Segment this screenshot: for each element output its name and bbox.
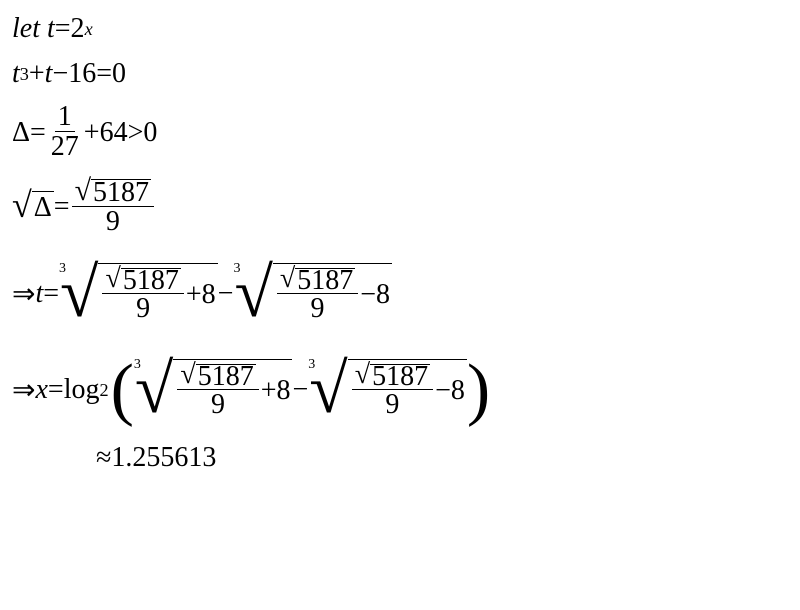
cuberoot-2: 3 √ √5187 9 −8: [308, 359, 467, 422]
approx-value: ≈1.255613: [96, 442, 216, 474]
line-1: let t =2 x: [12, 8, 788, 50]
inner-frac-2: √5187 9: [277, 265, 358, 325]
sqrt-delta-lhs: √ Δ: [12, 191, 54, 224]
plus8: +8: [186, 279, 216, 311]
sqrt-5187: √ 5187: [75, 179, 151, 206]
inner-frac-1: √5187 9: [102, 265, 183, 325]
cuberoot-2: 3 √ √5187 9 −8: [233, 263, 392, 326]
line-2: t 3 + t −16=0: [12, 50, 788, 98]
t: t: [35, 278, 43, 310]
eq: =: [54, 191, 70, 223]
t: t: [12, 58, 20, 90]
den: 9: [103, 207, 123, 238]
arrow: ⇒: [12, 277, 35, 311]
minus8: −8: [360, 279, 390, 311]
plus: +: [29, 58, 45, 90]
lparen: (: [111, 369, 134, 411]
num: √ 5187: [72, 177, 154, 207]
delta: Δ: [34, 192, 52, 224]
minus: −: [292, 374, 308, 406]
t2: t: [45, 58, 53, 90]
num: 1: [55, 103, 75, 132]
rest: +64>0: [84, 117, 158, 149]
frac-1-27: 1 27: [48, 103, 82, 163]
frac-rhs: √ 5187 9: [72, 177, 154, 238]
rest: −16=0: [52, 58, 126, 90]
line-4: √ Δ = √ 5187 9: [12, 168, 788, 246]
eq: =: [43, 278, 59, 310]
root-index: 3: [59, 261, 66, 277]
line-3: Δ= 1 27 +64>0: [12, 98, 788, 168]
x: x: [35, 374, 47, 406]
cuberoot-1: 3 √ √5187 9 +8: [59, 263, 218, 326]
eq-log: =log: [48, 374, 100, 406]
arrow: ⇒: [12, 373, 35, 407]
rparen: ): [467, 369, 490, 411]
eq-2: =2: [55, 13, 85, 45]
line-5: ⇒ t = 3 √ √5187 9 +8 − 3 √ √5187 9: [12, 246, 788, 342]
den: 27: [48, 132, 82, 163]
minus: −: [218, 278, 234, 310]
delta-eq: Δ=: [12, 117, 46, 149]
cuberoot-1: 3 √ √5187 9 +8: [134, 359, 293, 422]
root-index: 3: [233, 261, 240, 277]
let-t: let t: [12, 13, 55, 45]
line-7: ≈1.255613: [12, 438, 788, 478]
line-6: ⇒ x =log 2 ( 3 √ √5187 9 +8 − 3 √ √5187 …: [12, 342, 788, 438]
